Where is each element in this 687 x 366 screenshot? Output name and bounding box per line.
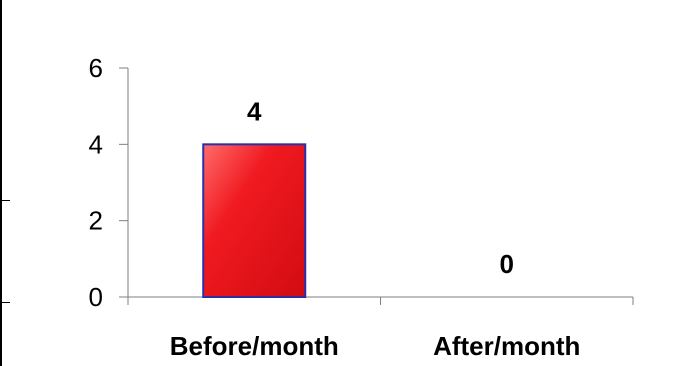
frame-crop-tick — [0, 302, 10, 303]
y-tick-label: 2 — [89, 206, 103, 236]
data-label-1: 4 — [247, 96, 262, 126]
data-label-2: 0 — [500, 249, 514, 279]
frame-left-border — [0, 0, 2, 366]
x-category-label: Before/month — [170, 331, 339, 361]
frame-crop-tick — [0, 200, 10, 201]
bars — [202, 143, 307, 298]
labels: 4 Before/month 0 After/month — [170, 96, 581, 361]
y-axis: 0 2 4 6 — [89, 53, 129, 312]
y-tick-label: 6 — [89, 53, 103, 83]
x-axis — [127, 296, 634, 305]
x-category-label: After/month — [433, 331, 580, 361]
y-tick-label: 0 — [89, 282, 103, 312]
y-tick-label: 4 — [89, 129, 103, 159]
bar-1 — [202, 143, 307, 298]
